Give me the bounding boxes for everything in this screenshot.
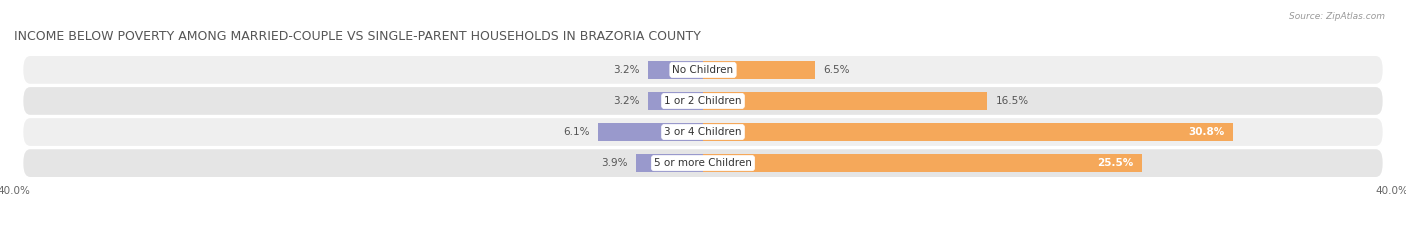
Bar	[703, 123, 1233, 141]
Legend: Married Couples, Single Parents: Married Couples, Single Parents	[598, 232, 808, 233]
Text: 6.5%: 6.5%	[824, 65, 851, 75]
Text: 6.1%: 6.1%	[562, 127, 589, 137]
Bar	[703, 154, 1142, 172]
FancyBboxPatch shape	[22, 55, 1384, 85]
Bar	[703, 61, 815, 79]
Bar	[648, 61, 703, 79]
Text: INCOME BELOW POVERTY AMONG MARRIED-COUPLE VS SINGLE-PARENT HOUSEHOLDS IN BRAZORI: INCOME BELOW POVERTY AMONG MARRIED-COUPL…	[14, 30, 702, 43]
Text: 3 or 4 Children: 3 or 4 Children	[664, 127, 742, 137]
Text: No Children: No Children	[672, 65, 734, 75]
Text: 3.2%: 3.2%	[613, 96, 640, 106]
Text: 25.5%: 25.5%	[1097, 158, 1133, 168]
Bar	[636, 154, 703, 172]
Bar	[648, 92, 703, 110]
Text: 3.9%: 3.9%	[600, 158, 627, 168]
FancyBboxPatch shape	[22, 148, 1384, 178]
Bar	[703, 92, 987, 110]
FancyBboxPatch shape	[22, 86, 1384, 116]
FancyBboxPatch shape	[22, 117, 1384, 147]
Text: 30.8%: 30.8%	[1188, 127, 1225, 137]
Text: Source: ZipAtlas.com: Source: ZipAtlas.com	[1289, 12, 1385, 21]
Bar	[598, 123, 703, 141]
Text: 16.5%: 16.5%	[995, 96, 1029, 106]
Text: 3.2%: 3.2%	[613, 65, 640, 75]
Text: 5 or more Children: 5 or more Children	[654, 158, 752, 168]
Text: 1 or 2 Children: 1 or 2 Children	[664, 96, 742, 106]
